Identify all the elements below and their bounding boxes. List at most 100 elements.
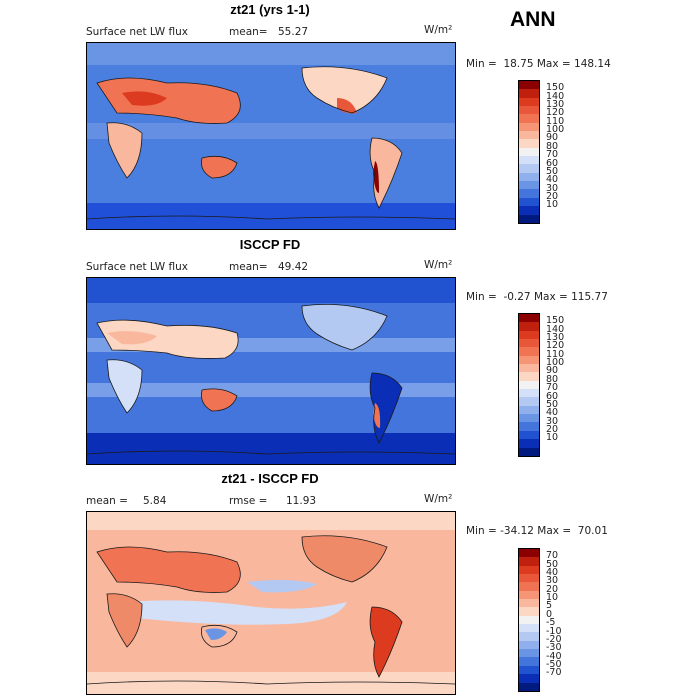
colorbar-tick-label: 5: [546, 600, 553, 612]
colorbar-segment: [519, 624, 539, 633]
colorbar-segment: [519, 640, 539, 650]
colorbar-tick-label: 10: [546, 199, 559, 211]
colorbar-tick-label: -40: [546, 650, 562, 662]
colorbar-segment: [519, 632, 539, 641]
panel-1-minmax: Min = 18.75 Max = 148.14: [466, 58, 611, 70]
colorbar-segment: [519, 414, 539, 423]
map-south-america: [370, 607, 402, 677]
colorbar-segment: [519, 607, 539, 616]
colorbar-tick-label: 120: [546, 107, 565, 119]
map-coastlines: [87, 535, 455, 685]
panel-1-colorbar-ticks: 150 140 130 120 110 100 90 80 70 60 50 40 30 20 10: [546, 80, 576, 222]
colorbar-tick-label: 40: [546, 174, 559, 186]
map-sahara: [107, 331, 157, 345]
panel-3-mean-value: 5.84: [143, 495, 167, 507]
colorbar-segment: [519, 439, 539, 448]
colorbar-segment: [519, 590, 539, 600]
panel-3-map: [86, 511, 456, 695]
colorbar-tick-label: -70: [546, 667, 562, 679]
map-andes: [373, 161, 379, 193]
panel-1-title: zt21 (yrs 1-1): [230, 2, 310, 17]
colorbar-tick-label: 40: [546, 567, 559, 579]
colorbar-tick-label: 80: [546, 140, 559, 152]
colorbar-tick-label: 10: [546, 592, 559, 604]
map-australia: [201, 388, 237, 411]
colorbar-segment: [519, 405, 539, 415]
map-eurasia: [97, 320, 239, 359]
panel-3-colorbar-ticks: 70 50 40 30 20 10 5 0 -5 -10 -20 -30 -40 -50 -70: [546, 548, 576, 690]
colorbar-segment: [519, 557, 539, 566]
map-north-pacific: [247, 579, 317, 593]
panel-2-units: W/m²: [424, 259, 453, 271]
panel-2-colorbar: [518, 313, 540, 457]
panel-1-map: [86, 42, 456, 230]
colorbar-tick-label: 60: [546, 157, 559, 169]
colorbar-tick-label: 130: [546, 332, 565, 344]
colorbar-segment: [519, 355, 539, 365]
colorbar-tick-label: 70: [546, 550, 559, 562]
colorbar-segment: [519, 339, 539, 348]
colorbar-tick-label: 20: [546, 423, 559, 435]
colorbar-segment: [519, 322, 539, 331]
map-southern-ocean: [87, 203, 455, 229]
colorbar-tick-label: 20: [546, 190, 559, 202]
colorbar-segment: [519, 422, 539, 431]
panel-2-mean-label: mean=: [229, 261, 268, 273]
colorbar-segment: [519, 565, 539, 575]
colorbar-tick-label: 110: [546, 115, 565, 127]
panel-2-minmax: Min = -0.27 Max = 115.77: [466, 291, 608, 303]
panel-1-mean-label: mean=: [229, 26, 268, 38]
panel-2-mean-value: 49.42: [278, 261, 309, 273]
colorbar-segment: [519, 615, 539, 625]
map-africa: [107, 122, 142, 178]
colorbar-tick-label: 70: [546, 382, 559, 394]
panel-1-field: Surface net LW flux: [86, 26, 188, 38]
colorbar-segment: [519, 430, 539, 440]
colorbar-tick-label: 100: [546, 124, 565, 136]
colorbar-tick-label: 110: [546, 348, 565, 360]
colorbar-segment: [519, 372, 539, 381]
colorbar-segment: [519, 380, 539, 390]
panel-2-title: ISCCP FD: [239, 237, 301, 252]
colorbar-segment: [519, 599, 539, 608]
panel-2-colorbar-ticks: 150 140 130 120 110 100 90 80 70 60 50 40 30 20 10: [546, 313, 576, 455]
colorbar-segment: [519, 139, 539, 148]
panel-3-title: zt21 - ISCCP FD: [221, 471, 319, 486]
colorbar-tick-label: 30: [546, 415, 559, 427]
colorbar-segment: [519, 156, 539, 165]
colorbar-segment: [519, 330, 539, 340]
colorbar-tick-label: 150: [546, 82, 565, 94]
map-coastlines: [87, 303, 455, 455]
colorbar-segment: [519, 164, 539, 173]
colorbar-tick-label: 50: [546, 165, 559, 177]
colorbar-segment: [519, 181, 539, 190]
map-eurasia: [97, 547, 241, 593]
panel-3-mean-label: mean =: [86, 495, 128, 507]
panel-3-units: W/m²: [424, 493, 453, 505]
map-coastlines: [87, 66, 455, 220]
colorbar-tick-label: 140: [546, 323, 565, 335]
colorbar-segment: [519, 649, 539, 658]
colorbar-tick-label: -5: [546, 617, 556, 629]
colorbar-segment: [519, 214, 539, 223]
colorbar-segment: [519, 549, 539, 558]
map-australia: [201, 156, 237, 178]
panel-2-map: [86, 277, 456, 465]
colorbar-tick-label: 60: [546, 390, 559, 402]
map-southern-ocean: [87, 672, 455, 694]
colorbar-tick-label: 80: [546, 373, 559, 385]
colorbar-segment: [519, 89, 539, 98]
colorbar-segment: [519, 447, 539, 456]
colorbar-segment: [519, 206, 539, 215]
map-southern-ocean: [87, 433, 455, 464]
colorbar-tick-label: 90: [546, 365, 559, 377]
colorbar-segment: [519, 106, 539, 115]
map-arctic: [87, 43, 455, 65]
colorbar-segment: [519, 682, 539, 691]
panel-3-rmse-label: rmse =: [229, 495, 268, 507]
colorbar-segment: [519, 81, 539, 90]
colorbar-segment: [519, 131, 539, 140]
colorbar-segment: [519, 172, 539, 182]
colorbar-tick-label: 0: [546, 608, 553, 620]
colorbar-segment: [519, 674, 539, 683]
